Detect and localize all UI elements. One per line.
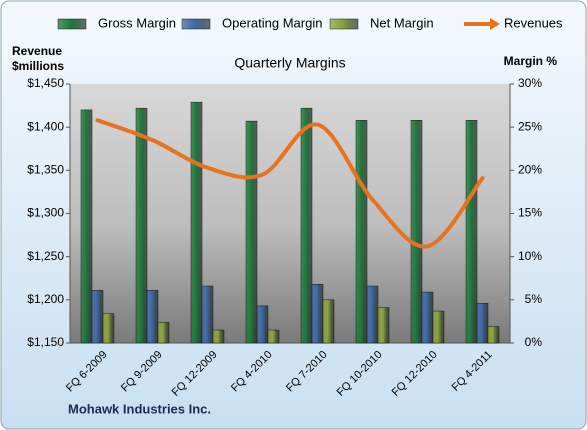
- y-tick-label: $1,150: [27, 335, 64, 349]
- legend-label: Operating Margin: [222, 15, 322, 30]
- y2-tick-label: 10%: [518, 249, 542, 263]
- bar: [487, 326, 500, 344]
- legend-label: Gross Margin: [98, 15, 176, 30]
- bar: [80, 109, 93, 344]
- bar: [366, 285, 379, 344]
- bar: [421, 291, 434, 344]
- bar: [146, 290, 159, 344]
- bar: [432, 310, 445, 344]
- bar: [256, 305, 269, 344]
- footer: Mohawk Industries Inc.: [68, 401, 211, 416]
- bar: [377, 307, 390, 344]
- bar: [322, 299, 335, 344]
- y2-tick-label: 25%: [518, 119, 542, 133]
- y-tick-label: $1,250: [27, 249, 64, 263]
- bar: [201, 285, 214, 344]
- y2-tick-label: 20%: [518, 163, 542, 177]
- line: [95, 118, 485, 249]
- bar: [91, 290, 104, 344]
- y-tick-label: $1,300: [27, 206, 64, 220]
- legend-label: Revenues: [504, 15, 563, 30]
- bar: [212, 329, 225, 344]
- y-tick-label: $1,200: [27, 292, 64, 306]
- bar: [135, 107, 148, 344]
- y2-tick-label: 0%: [525, 335, 543, 349]
- bar: [102, 313, 115, 344]
- chart-title: Quarterly Margins: [234, 55, 345, 71]
- y-tick-label: $1,350: [27, 163, 64, 177]
- legend-marker: [57, 18, 87, 30]
- bar: [157, 322, 170, 344]
- bar: [300, 107, 313, 344]
- y2-tick-label: 5%: [525, 292, 543, 306]
- bar: [355, 120, 368, 344]
- y-axis-title: Revenue $millions: [12, 44, 65, 73]
- bar: [476, 303, 489, 344]
- legend-marker: [490, 18, 500, 30]
- bar: [311, 284, 324, 344]
- y2-tick-label: 30%: [518, 76, 542, 90]
- y2-axis-title: Margin %: [504, 54, 558, 68]
- bar: [267, 329, 280, 344]
- legend-label: Net Margin: [370, 15, 434, 30]
- bar: [410, 120, 423, 344]
- legend-marker: [329, 18, 359, 30]
- bar: [190, 101, 203, 344]
- bar: [245, 120, 258, 344]
- y-tick-label: $1,400: [27, 119, 64, 133]
- bar: [465, 120, 478, 344]
- y-tick-label: $1,450: [27, 76, 64, 90]
- legend-marker: [181, 18, 211, 30]
- y2-tick-label: 15%: [518, 206, 542, 220]
